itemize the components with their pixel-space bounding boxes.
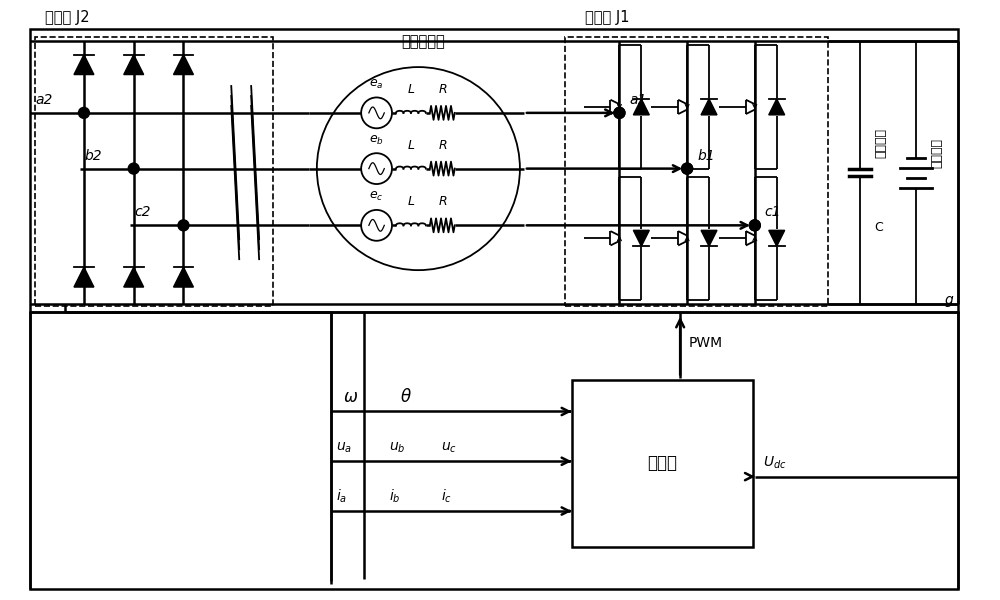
- Bar: [565, 37, 828, 306]
- Text: $R$: $R$: [438, 196, 447, 208]
- Text: $e_c$: $e_c$: [369, 190, 384, 203]
- Text: $u_b$: $u_b$: [389, 441, 405, 455]
- Text: g: g: [944, 293, 953, 307]
- Text: 开绕组电机: 开绕组电机: [401, 34, 445, 49]
- Text: $U_{dc}$: $U_{dc}$: [763, 454, 786, 470]
- Text: 变流器 J2: 变流器 J2: [45, 10, 90, 25]
- Polygon shape: [124, 267, 144, 287]
- Polygon shape: [701, 230, 717, 246]
- Polygon shape: [769, 99, 785, 115]
- Text: $u_c$: $u_c$: [441, 441, 457, 455]
- Polygon shape: [174, 267, 193, 287]
- Text: c2: c2: [135, 205, 151, 220]
- Polygon shape: [769, 230, 785, 246]
- Text: c1: c1: [765, 205, 781, 220]
- Circle shape: [614, 107, 625, 118]
- Bar: [30, 312, 958, 589]
- Text: C: C: [874, 221, 883, 234]
- Polygon shape: [701, 99, 717, 115]
- Polygon shape: [633, 99, 649, 115]
- Circle shape: [749, 220, 760, 231]
- Polygon shape: [633, 230, 649, 246]
- Text: b1: b1: [697, 149, 715, 163]
- Text: 控制器: 控制器: [647, 454, 677, 472]
- Circle shape: [682, 163, 693, 174]
- Polygon shape: [124, 55, 144, 74]
- Text: PWM: PWM: [688, 336, 722, 350]
- Text: 变流器 J1: 变流器 J1: [585, 10, 629, 25]
- Bar: [572, 380, 753, 547]
- Text: 直流电源: 直流电源: [930, 137, 943, 167]
- Text: $i_c$: $i_c$: [441, 488, 452, 505]
- Circle shape: [78, 107, 89, 118]
- Text: $e_b$: $e_b$: [369, 134, 384, 147]
- Circle shape: [178, 220, 189, 231]
- Text: $i_a$: $i_a$: [336, 488, 347, 505]
- Text: a2: a2: [35, 93, 53, 107]
- Text: $R$: $R$: [438, 139, 447, 152]
- Text: a1: a1: [629, 93, 647, 107]
- Text: $L$: $L$: [407, 196, 415, 208]
- Polygon shape: [74, 267, 94, 287]
- Bar: [30, 29, 958, 312]
- Text: $i_b$: $i_b$: [389, 488, 400, 505]
- Text: $R$: $R$: [438, 83, 447, 96]
- Text: b2: b2: [85, 149, 103, 163]
- Text: $\theta$: $\theta$: [400, 388, 412, 406]
- Text: $\omega$: $\omega$: [343, 388, 358, 406]
- Text: $e_a$: $e_a$: [369, 78, 384, 91]
- Circle shape: [128, 163, 139, 174]
- Polygon shape: [174, 55, 193, 74]
- Polygon shape: [74, 55, 94, 74]
- Text: 母线电容: 母线电容: [874, 128, 887, 158]
- Text: $L$: $L$: [407, 83, 415, 96]
- Text: $L$: $L$: [407, 139, 415, 152]
- Circle shape: [682, 163, 693, 174]
- Circle shape: [749, 220, 760, 231]
- Bar: [35, 37, 273, 306]
- Circle shape: [614, 107, 625, 118]
- Text: $u_a$: $u_a$: [336, 441, 352, 455]
